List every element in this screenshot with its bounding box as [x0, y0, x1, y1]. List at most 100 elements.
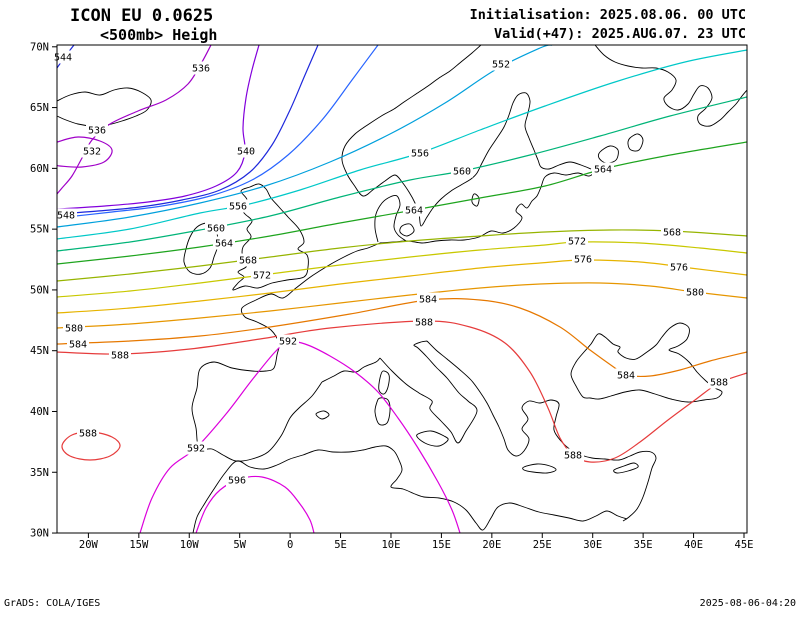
- contour-label-box: [86, 123, 108, 137]
- x-axis-tick-label: 10E: [381, 539, 400, 551]
- contour-label-box: [237, 253, 259, 267]
- y-axis-tick-label: 35N: [30, 467, 49, 479]
- map-frame: [56, 44, 748, 534]
- contour-label-box: [109, 348, 131, 362]
- contour-548: [57, 45, 379, 219]
- x-axis-tick-label: 20E: [482, 539, 501, 551]
- contour-label: 564: [594, 165, 612, 176]
- contour-556: [57, 49, 747, 240]
- contour-592: [139, 340, 461, 533]
- contour-label-box: [615, 368, 637, 382]
- valid-time: Valid(+47): 2025.AUG.07. 23 UTC: [494, 26, 746, 42]
- contour-label-box: [684, 285, 706, 299]
- contour-labels: 532 536 536 540 544 548 552 556 556 560 560 564 564 5…: [52, 50, 730, 487]
- contour-label: 564: [215, 239, 233, 250]
- contour-label-box: [409, 146, 431, 160]
- contour-540: [57, 45, 260, 210]
- coastline-majorca: [315, 410, 330, 420]
- contour-lines: [57, 45, 747, 533]
- contour-label: 584: [419, 295, 437, 306]
- contour-label: 592: [279, 337, 297, 348]
- y-axis-tick-label: 40N: [30, 406, 49, 418]
- axis-labels: 20W 15W 10W 5W 0 5E 10E 15E 20E 25E 30E 35E 40E 45E 70…: [30, 41, 753, 551]
- coastline-zealand: [399, 223, 415, 237]
- contour-label: 580: [65, 324, 83, 335]
- coastline-jutland: [374, 194, 407, 243]
- contour-label: 560: [453, 167, 471, 178]
- contour-label-box: [417, 292, 439, 306]
- contour-label-box: [63, 321, 85, 335]
- contour-label: 576: [670, 263, 688, 274]
- coastline-corsica: [378, 370, 390, 395]
- contour-552: [57, 45, 553, 228]
- y-axis-tick-label: 55N: [30, 224, 49, 236]
- contour-label-box: [251, 268, 273, 282]
- contour-label: 596: [228, 476, 246, 487]
- contour-label-box: [451, 164, 473, 178]
- contour-label-box: [413, 315, 435, 329]
- contour-568: [57, 229, 747, 282]
- contour-label: 548: [57, 211, 75, 222]
- coastline-italy: [379, 340, 478, 444]
- contour-532: [57, 136, 113, 168]
- contour-label: 580: [686, 288, 704, 299]
- contour-label-box: [185, 441, 207, 455]
- coastlines: [57, 45, 747, 533]
- contour-label: 588: [111, 351, 129, 362]
- coastline-gotland: [471, 193, 480, 207]
- x-axis-tick-label: 45E: [735, 539, 754, 551]
- contour-544: [57, 45, 319, 215]
- contour-label-box: [81, 144, 103, 158]
- contour-label-box: [77, 426, 99, 440]
- x-axis-tick-label: 35E: [634, 539, 653, 551]
- coastline-white-sea: [594, 45, 747, 127]
- x-axis-tick-label: 15E: [432, 539, 451, 551]
- contour-label-box: [668, 260, 690, 274]
- coastline-baltic-south: [379, 170, 597, 244]
- contour-label-box: [562, 448, 584, 462]
- coastline-balkan-levant: [426, 340, 657, 522]
- contour-label-box: [661, 225, 683, 239]
- contour-label-box: [190, 61, 212, 75]
- y-axis-tick-label: 30N: [30, 528, 49, 540]
- contour-564: [57, 141, 747, 265]
- coastline-scandinavia: [341, 45, 592, 227]
- contour-label: 592: [187, 444, 205, 455]
- contour-label-box: [235, 144, 257, 158]
- contour-label: 568: [239, 256, 257, 267]
- contour-label: 560: [207, 224, 225, 235]
- contour-label-box: [226, 473, 248, 487]
- coastline-france-med: [321, 357, 381, 383]
- contour-588: [57, 320, 747, 463]
- contour-label: 564: [405, 206, 423, 217]
- coastline-black-sea: [570, 322, 723, 403]
- y-axis-tick-label: 50N: [30, 284, 49, 296]
- x-axis-tick-label: 5W: [233, 539, 246, 551]
- contour-label: 552: [492, 60, 510, 71]
- contour-label: 576: [574, 255, 592, 266]
- field-title: <500mb> Heigh: [100, 26, 217, 44]
- contour-label: 540: [237, 147, 255, 158]
- contour-label-box: [490, 57, 512, 71]
- x-axis-tick-label: 30E: [583, 539, 602, 551]
- x-axis-tick-label: 25E: [533, 539, 552, 551]
- coastline-sicily: [416, 430, 449, 447]
- contour-label-box: [403, 203, 425, 217]
- contour-label-box: [205, 221, 227, 235]
- init-time: Initialisation: 2025.08.06. 00 UTC: [470, 7, 746, 23]
- contour-label: 532: [83, 147, 101, 158]
- contour-label-box: [572, 252, 594, 266]
- contour-label-box: [566, 234, 588, 248]
- contour-576: [57, 259, 747, 314]
- contour-label-box: [227, 199, 249, 213]
- contour-label: 556: [411, 149, 429, 160]
- contour-label: 556: [229, 202, 247, 213]
- x-axis-tick-label: 15W: [129, 539, 149, 551]
- grads-credit: GrADS: COLA/IGES: [4, 598, 100, 609]
- contour-584: [57, 298, 747, 377]
- contour-536: [57, 45, 212, 195]
- model-title: ICON EU 0.0625: [70, 6, 213, 26]
- contour-label-box: [55, 208, 77, 222]
- contour-label: 544: [54, 53, 72, 64]
